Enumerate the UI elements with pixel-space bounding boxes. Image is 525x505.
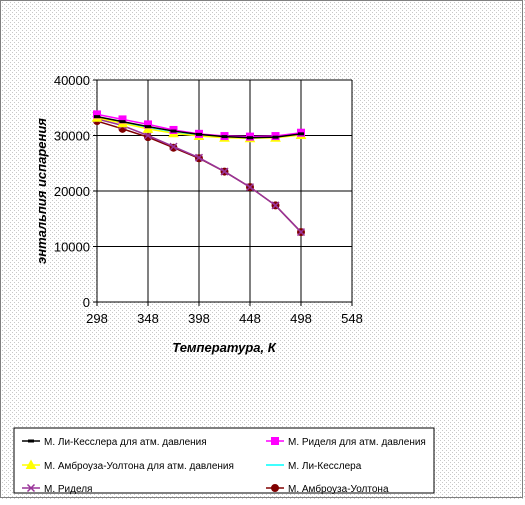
x-axis-label: Температура, К: [172, 340, 276, 355]
legend-item: М. Амброуза-Уолтона для атм. давления: [22, 459, 234, 472]
legend-item: М. Амброуза-Уолтона: [266, 483, 389, 495]
legend-label: М. Риделя для атм. давления: [288, 437, 426, 448]
legend-item: М. Риделя для атм. давления: [266, 437, 426, 448]
data-point: [170, 129, 177, 133]
data-point: [119, 120, 126, 124]
legend-box: [13, 427, 435, 494]
legend-label: М. Ли-Кесслера для атм. давления: [44, 437, 207, 448]
x-tick-label: 448: [239, 311, 261, 326]
legend-marker: [25, 459, 37, 469]
y-axis-label: энтальпия испарения: [34, 118, 49, 264]
legend-item: М. Риделя: [22, 483, 92, 495]
data-point: [220, 167, 229, 176]
legend-label: М. Амброуза-Уолтона для атм. давления: [44, 460, 234, 472]
data-point: [298, 132, 304, 136]
x-tick-label: 548: [341, 311, 363, 326]
legend-marker: [26, 483, 36, 493]
data-point: [94, 115, 100, 119]
axes: 0 10000 20000 30000 40000 298 348 398 448 498 548: [54, 73, 363, 326]
y-tick-label: 0: [83, 295, 90, 310]
x-tick-label: 298: [86, 311, 108, 326]
legend: М. Ли-Кесслера для атм. давления М. Ридел…: [22, 437, 426, 495]
data-point: [145, 125, 151, 129]
legend-label: М. Риделя: [44, 484, 92, 495]
y-tick-label: 30000: [54, 129, 90, 144]
x-tick-label: 398: [188, 311, 210, 326]
data-point: [221, 135, 228, 139]
legend-item: М. Ли-Кесслера для атм. давления: [22, 437, 207, 448]
y-tick-label: 10000: [54, 240, 90, 255]
x-tick-label: 348: [137, 311, 159, 326]
legend-marker: [271, 437, 279, 445]
data-point: [296, 228, 306, 237]
data-point: [196, 132, 202, 136]
data-point: [271, 201, 280, 210]
legend-label: М. Ли-Кесслера: [288, 461, 362, 472]
legend-label: М. Амброуза-Уолтона: [288, 483, 389, 495]
y-tick-label: 40000: [54, 73, 90, 88]
legend-marker: [271, 484, 279, 492]
x-tick-label: 498: [290, 311, 312, 326]
data-point: [272, 135, 279, 139]
legend-item: М. Ли-Кесслера: [266, 461, 362, 472]
data-point: [169, 142, 178, 151]
data-point: [247, 136, 253, 140]
y-tick-label: 20000: [54, 184, 90, 199]
series-group: [91, 110, 307, 237]
series-1: [94, 115, 304, 140]
data-point: [245, 183, 255, 192]
data-point: [194, 153, 204, 162]
legend-marker: [28, 439, 34, 443]
data-point: [143, 131, 153, 140]
